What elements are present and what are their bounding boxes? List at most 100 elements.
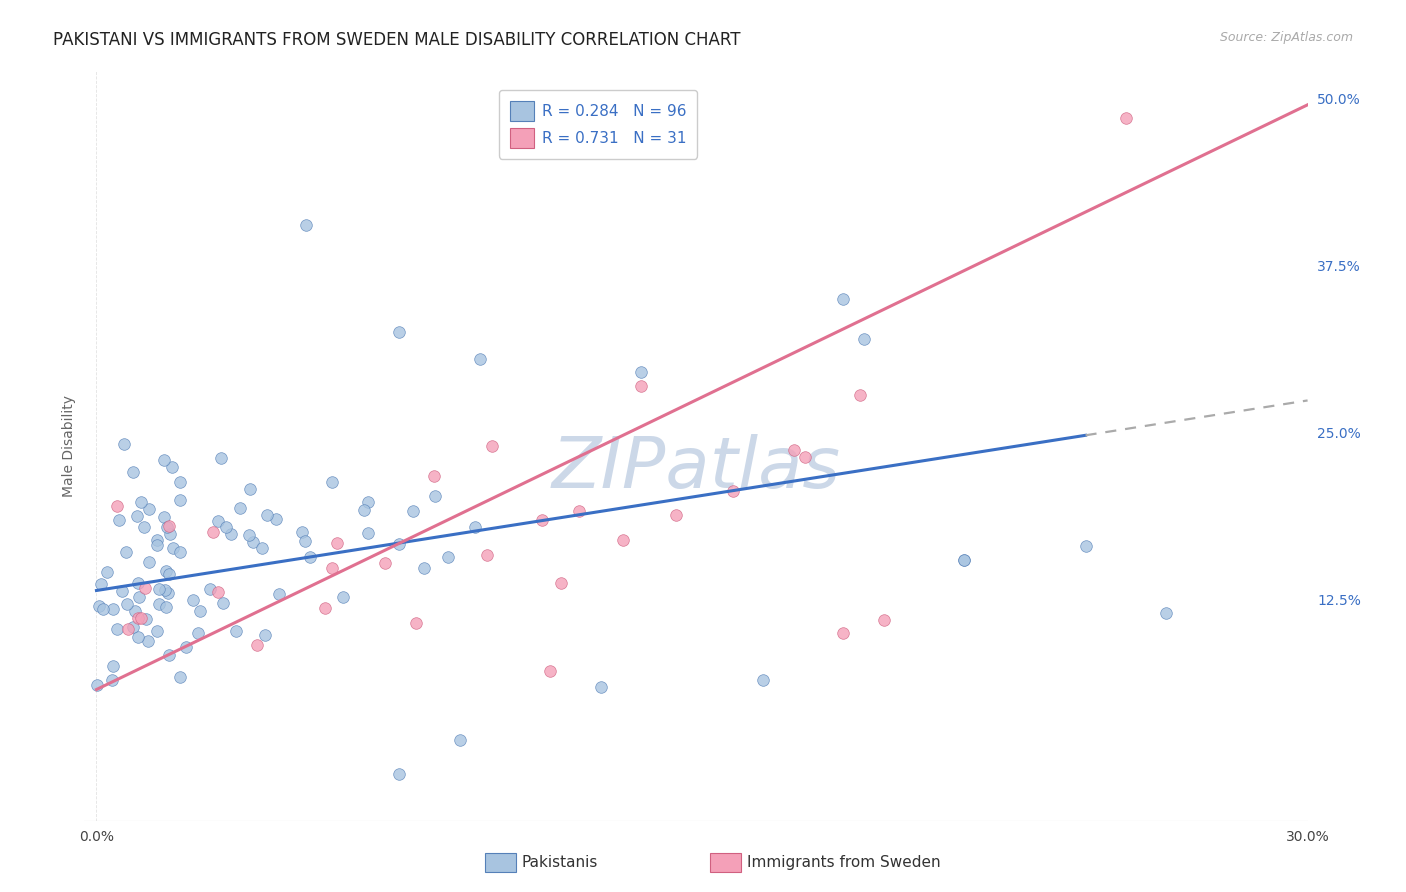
Point [475,548,498,562]
Point [215,520,238,534]
Point [101,602,124,616]
Point [115,544,138,558]
Point [242,535,264,549]
Y-axis label: Male Disability: Male Disability [62,395,76,497]
Point [591,680,613,694]
Point [413,560,436,574]
Point [449,733,471,747]
FancyBboxPatch shape [485,853,516,872]
Point [723,483,745,498]
Point [138,502,160,516]
Point [169,545,191,559]
Point [267,587,290,601]
Point [229,501,252,516]
Point [332,590,354,604]
Text: Pakistanis: Pakistanis [522,855,598,870]
Point [132,520,155,534]
Point [146,538,169,552]
Point [388,537,411,551]
Point [101,673,124,688]
Point [953,553,976,567]
Point [128,590,150,604]
FancyBboxPatch shape [710,853,741,872]
Text: Source: ZipAtlas.com: Source: ZipAtlas.com [1219,31,1353,45]
Point [155,600,177,615]
Point [423,469,446,483]
Point [550,575,572,590]
Point [188,604,211,618]
Point [127,611,149,625]
Point [127,630,149,644]
Point [538,664,561,678]
Point [207,585,229,599]
Text: PAKISTANI VS IMMIGRANTS FROM SWEDEN MALE DISABILITY CORRELATION CHART: PAKISTANI VS IMMIGRANTS FROM SWEDEN MALE… [53,31,741,49]
Point [873,613,896,627]
Point [219,526,242,541]
Point [353,503,375,517]
Point [250,541,273,556]
Point [321,560,343,574]
Point [146,624,169,638]
Point [321,475,343,489]
Point [136,634,159,648]
Point [356,495,378,509]
Point [122,465,145,479]
Point [630,366,652,380]
Point [849,388,872,402]
Point [1074,539,1097,553]
Point [135,612,157,626]
Point [108,513,131,527]
Point [211,450,233,465]
Point [117,622,139,636]
Point [159,526,181,541]
Point [437,549,460,564]
Point [793,450,815,464]
Point [612,533,634,548]
Point [176,640,198,654]
Point [207,514,229,528]
Point [153,510,176,524]
Point [181,592,204,607]
Point [246,638,269,652]
Point [201,524,224,539]
Point [254,628,277,642]
Point [200,582,222,596]
Point [291,524,314,539]
Point [127,576,149,591]
Point [169,670,191,684]
Point [160,459,183,474]
Point [90,577,112,591]
Point [388,326,411,340]
Point [148,582,170,596]
Text: Immigrants from Sweden: Immigrants from Sweden [747,855,941,870]
Point [101,659,124,673]
Point [155,564,177,578]
Legend: R = 0.284   N = 96, R = 0.731   N = 31: R = 0.284 N = 96, R = 0.731 N = 31 [499,90,697,159]
Point [145,533,167,548]
Point [138,556,160,570]
Point [105,623,128,637]
Point [159,566,181,581]
Point [162,541,184,556]
Point [388,767,411,781]
Point [152,453,174,467]
Point [238,528,260,542]
Point [115,597,138,611]
Point [156,519,179,533]
Point [1156,607,1178,621]
Point [157,519,180,533]
Point [111,584,134,599]
Point [225,624,247,639]
Point [953,553,976,567]
Point [481,439,503,453]
Point [402,504,425,518]
Point [187,626,209,640]
Point [148,597,170,611]
Point [124,604,146,618]
Point [326,535,349,549]
Point [112,437,135,451]
Point [568,503,591,517]
Point [530,513,553,527]
Point [89,599,111,614]
Point [630,379,652,393]
